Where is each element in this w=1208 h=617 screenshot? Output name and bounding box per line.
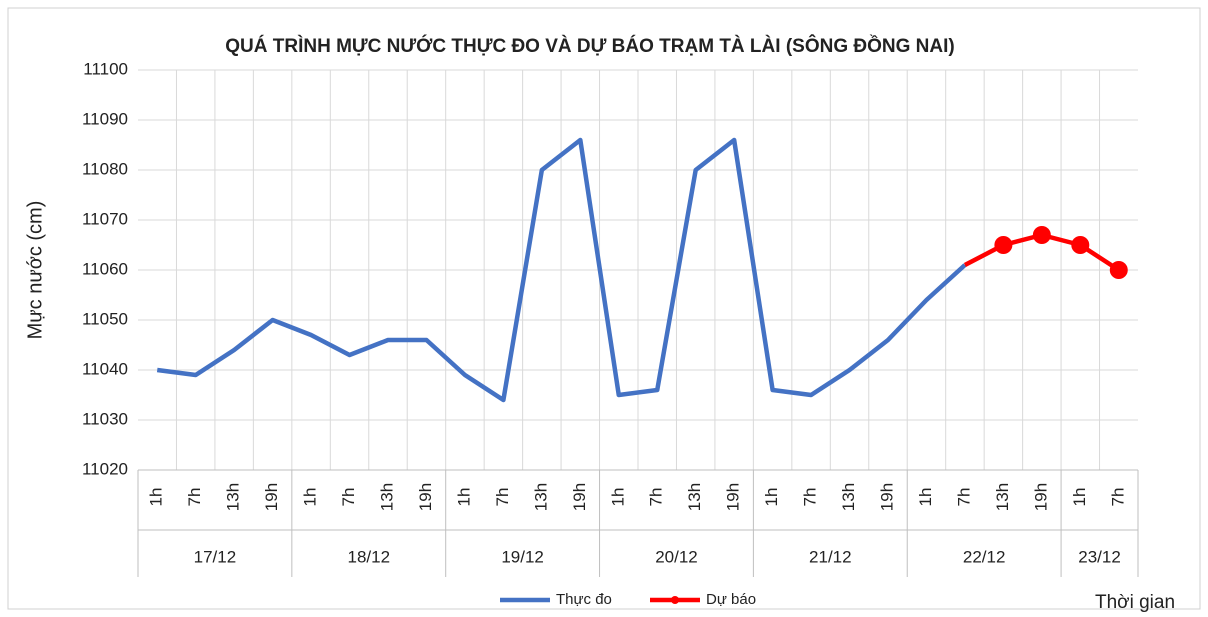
x-tick-label: 7h (339, 488, 358, 507)
x-tick-label: 7h (493, 488, 512, 507)
group-label: 17/12 (194, 547, 237, 566)
y-tick-label: 11020 (82, 459, 128, 478)
x-axis-label: Thời gian (1095, 592, 1175, 613)
y-tick-label: 11090 (82, 109, 128, 128)
x-tick-label: 13h (531, 483, 550, 511)
x-tick-label: 19h (570, 483, 589, 511)
group-label: 18/12 (347, 547, 390, 566)
x-tick-label: 19h (724, 483, 743, 511)
y-tick-label: 11050 (82, 309, 128, 328)
x-tick-label: 7h (1108, 488, 1127, 507)
x-tick-label: 13h (839, 483, 858, 511)
x-tick-label: 7h (801, 488, 820, 507)
group-label: 23/12 (1078, 547, 1121, 566)
data-point (1032, 226, 1051, 244)
series-line (156, 137, 967, 403)
x-tick-label: 1h (301, 488, 320, 507)
x-tick-label: 13h (993, 483, 1012, 511)
y-tick-label: 11100 (83, 59, 128, 78)
data-point (1071, 236, 1090, 254)
group-label: 21/12 (809, 547, 852, 566)
group-label: 19/12 (501, 547, 544, 566)
group-label: 22/12 (963, 547, 1006, 566)
x-tick-label: 7h (954, 488, 973, 507)
y-axis-label: Mực nước (cm) (24, 201, 46, 340)
x-tick-label: 1h (1070, 488, 1089, 507)
y-tick-label: 11080 (82, 159, 128, 178)
legend-marker (671, 596, 679, 604)
x-tick-label: 19h (1031, 483, 1050, 511)
x-tick-label: 19h (877, 483, 896, 511)
x-tick-label: 1h (454, 488, 473, 507)
y-tick-label: 11040 (82, 359, 128, 378)
y-tick-label: 11060 (82, 259, 128, 278)
x-tick-label: 19h (262, 483, 281, 511)
group-label: 20/12 (655, 547, 698, 566)
x-tick-label: 13h (685, 483, 704, 511)
x-tick-label: 7h (647, 488, 666, 507)
legend-label: Dự báo (706, 591, 756, 608)
x-tick-label: 13h (224, 483, 243, 511)
x-tick-label: 1h (147, 488, 166, 507)
legend-label: Thực đo (556, 591, 612, 608)
y-tick-label: 11070 (82, 209, 128, 228)
data-point (994, 236, 1013, 254)
x-tick-label: 1h (762, 488, 781, 507)
x-tick-label: 1h (608, 488, 627, 507)
x-tick-label: 13h (377, 483, 396, 511)
x-tick-label: 19h (416, 483, 435, 511)
chart-title: QUÁ TRÌNH MỰC NƯỚC THỰC ĐO VÀ DỰ BÁO TRẠ… (225, 35, 954, 57)
y-tick-label: 11030 (82, 409, 128, 428)
data-point (1109, 261, 1128, 279)
x-tick-label: 7h (185, 488, 204, 507)
x-tick-label: 1h (916, 488, 935, 507)
